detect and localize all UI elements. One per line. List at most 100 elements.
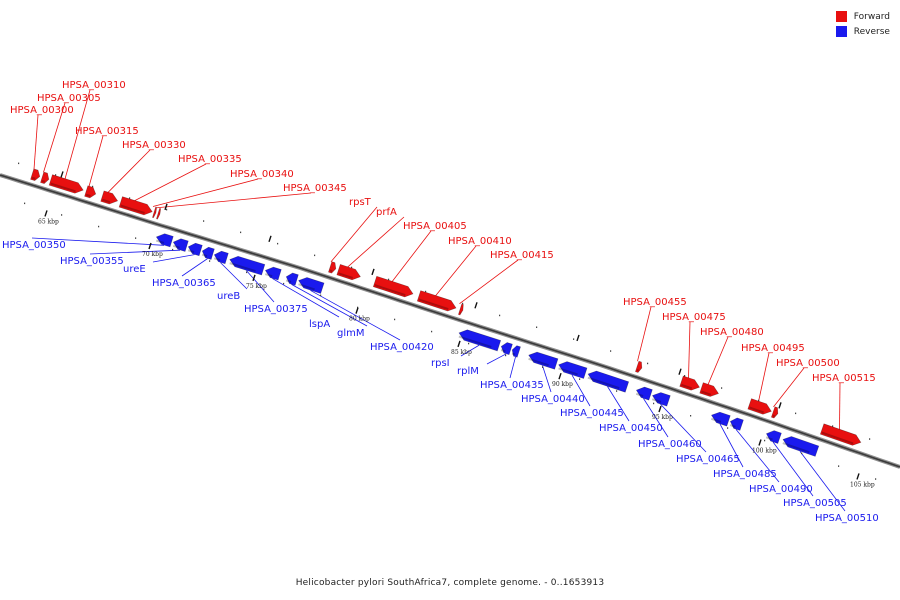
minor-dot [98, 225, 100, 228]
gene-reverse-rpsI[interactable] [457, 328, 502, 352]
minor-dot [801, 452, 803, 455]
axis-tick-mark [164, 203, 168, 211]
backbone-line [0, 174, 900, 468]
gene-shade [172, 244, 180, 249]
gene-body [372, 275, 414, 298]
gene-shade [710, 417, 722, 423]
gene-body [500, 342, 513, 356]
gene-body [711, 411, 731, 427]
gene-reverse-HPSA_00365[interactable] [201, 246, 215, 260]
axis-tick-label: 75 kbp [246, 283, 267, 290]
gene-label-forward: HPSA_00315 [75, 126, 139, 137]
gene-body [298, 277, 325, 294]
minor-dot [203, 220, 205, 222]
gene-reverse-HPSA_00420[interactable] [297, 275, 325, 294]
gene-shade [101, 198, 111, 204]
gene-forward-HPSA_00480[interactable] [699, 382, 721, 399]
gene-body [118, 196, 153, 216]
minor-dot [542, 366, 544, 368]
gene-reverse-HPSA_00440[interactable] [527, 350, 559, 370]
gene-forward-HPSA_00315[interactable] [84, 185, 98, 199]
axis-tick-mark [268, 235, 272, 243]
minor-dot [314, 254, 316, 257]
gene-forward-HPSA_00340[interactable] [152, 206, 158, 219]
gene-forward-HPSA_00345[interactable] [156, 207, 162, 220]
gene-forward-HPSA_00335[interactable] [118, 196, 154, 217]
gene-reverse-rplM[interactable] [500, 341, 513, 356]
axis-tick-label: 105 kbp [850, 481, 875, 488]
gene-reverse-HPSA_00435[interactable] [510, 345, 521, 358]
gene-label-forward: HPSA_00305 [37, 93, 101, 104]
gene-reverse-ureB[interactable] [213, 249, 229, 265]
gene-reverse-lspA[interactable] [264, 265, 282, 281]
backbone-layer: 65 kbp 70 kbp 75 kbp 80 kbp 85 kbp 90 kbp 95 k… [0, 162, 900, 488]
gene-reverse-HPSA_00505[interactable] [765, 429, 782, 444]
gene-label-connector [460, 344, 480, 357]
gene-label-reverse: HPSA_00485 [713, 469, 777, 480]
gene-reverse-HPSA_00490[interactable] [729, 416, 744, 431]
gene-reverse-HPSA_00460[interactable] [635, 385, 653, 401]
gene-body [152, 206, 158, 219]
gene-shade [155, 239, 165, 244]
gene-label-forward: HPSA_00300 [10, 105, 74, 116]
gene-forward-HPSA_00515[interactable] [819, 423, 862, 448]
axis-tick-mark [576, 334, 580, 342]
gene-forward-HPSA_00405[interactable] [372, 275, 414, 299]
gene-reverse-HPSA_00445[interactable] [557, 359, 588, 379]
gene-forward-HPSA_00500[interactable] [770, 406, 779, 419]
gene-label-connector [152, 254, 195, 263]
gene-reverse-HPSA_00350[interactable] [155, 232, 174, 248]
gene-reverse-ureE[interactable] [187, 241, 203, 257]
gene-reverse-HPSA_00485[interactable] [710, 410, 731, 427]
gene-label-reverse: HPSA_00510 [815, 513, 879, 524]
minor-dot [462, 302, 464, 305]
gene-body [458, 303, 464, 316]
gene-label-connector [291, 284, 368, 327]
gene-label-connector [272, 278, 340, 318]
gene-forward-HPSA_00300[interactable] [30, 168, 42, 182]
axis-tick: 85 kbp [451, 340, 472, 356]
gene-reverse-HPSA_00510[interactable] [781, 434, 820, 457]
gene-body [285, 272, 299, 286]
gene-forward-prfA[interactable] [336, 264, 362, 282]
gene-body [765, 430, 782, 444]
gene-forward-HPSA_00305[interactable] [40, 171, 51, 185]
gene-label-forward: HPSA_00480 [700, 327, 764, 338]
gene-reverse-HPSA_00450[interactable] [586, 369, 630, 393]
gene-forward-HPSA_00410[interactable] [416, 290, 457, 314]
gene-shade [187, 249, 195, 254]
gene-forward-HPSA_00415[interactable] [458, 303, 464, 316]
gene-reverse-glmM[interactable] [285, 272, 299, 286]
gene-label-connector [758, 352, 770, 402]
gene-label-connector [156, 192, 312, 209]
gene-body [100, 190, 119, 205]
minor-dot [24, 202, 26, 205]
gene-shade [50, 182, 76, 193]
gene-forward-HPSA_00330[interactable] [100, 190, 120, 206]
gene-forward-HPSA_00310[interactable] [48, 174, 85, 196]
gene-label-connector [33, 114, 39, 170]
gene-label-reverse: ureE [123, 264, 146, 275]
gene-forward-HPSA_00455[interactable] [635, 360, 643, 373]
gene-reverse-HPSA_00465[interactable] [651, 390, 671, 407]
gene-body [558, 361, 588, 379]
gene-label-forward: HPSA_00310 [62, 80, 126, 91]
gene-forward-HPSA_00495[interactable] [747, 398, 773, 417]
gene-forward-HPSA_00475[interactable] [679, 375, 702, 392]
gene-label-connector [88, 135, 104, 187]
gene-label-connector [773, 367, 805, 408]
gene-forward-rpsT[interactable] [328, 261, 337, 274]
gene-shade [264, 273, 273, 278]
axis-tick: 95 kbp [652, 405, 673, 421]
gene-body [229, 255, 266, 276]
gene-label-reverse: HPSA_00355 [60, 256, 124, 267]
reverse-swatch [835, 26, 847, 37]
genome-caption: Helicobacter pylori SouthAfrica7, comple… [295, 578, 605, 588]
gene-body [155, 233, 174, 248]
axis-tick-mark [44, 210, 48, 217]
axis-tick-mark [778, 402, 782, 409]
gene-reverse-HPSA_00355[interactable] [172, 237, 189, 252]
gene-label-connector [799, 451, 846, 512]
gene-reverse-HPSA_00375[interactable] [228, 254, 266, 276]
minor-dot [647, 362, 649, 365]
